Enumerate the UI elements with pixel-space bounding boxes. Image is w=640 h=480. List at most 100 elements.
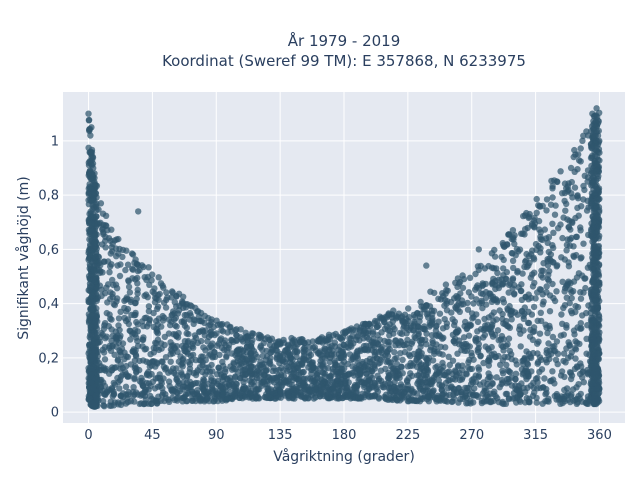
scatter-point bbox=[175, 290, 183, 297]
scatter-point bbox=[499, 281, 507, 288]
scatter-point bbox=[583, 207, 591, 214]
scatter-point bbox=[91, 254, 99, 261]
scatter-point bbox=[109, 240, 116, 247]
y-axis-title: Signifikant våghöjd (m) bbox=[15, 176, 32, 339]
scatter-point bbox=[382, 394, 390, 401]
scatter-point bbox=[454, 283, 461, 291]
scatter-point bbox=[231, 390, 238, 398]
scatter-point bbox=[373, 355, 380, 362]
scatter-point bbox=[381, 318, 388, 326]
scatter-point bbox=[576, 340, 583, 348]
scatter-point bbox=[536, 330, 544, 337]
scatter-point bbox=[504, 341, 511, 348]
scatter-point bbox=[132, 331, 139, 338]
scatter-point bbox=[580, 379, 587, 386]
scatter-point bbox=[440, 292, 447, 300]
scatter-point bbox=[367, 372, 374, 380]
scatter-point bbox=[216, 368, 223, 375]
scatter-point bbox=[115, 339, 123, 347]
scatter-point bbox=[551, 297, 559, 305]
scatter-point bbox=[340, 358, 348, 365]
scatter-point bbox=[569, 219, 576, 226]
scatter-point bbox=[275, 338, 282, 345]
scatter-point bbox=[212, 391, 219, 398]
scatter-point bbox=[589, 123, 596, 130]
scatter-point bbox=[418, 350, 425, 357]
scatter-point bbox=[546, 308, 554, 315]
scatter-point bbox=[263, 366, 270, 373]
scatter-point bbox=[319, 355, 326, 362]
scatter-point bbox=[86, 287, 93, 294]
scatter-point bbox=[255, 331, 263, 338]
scatter-point bbox=[498, 276, 505, 283]
scatter-point bbox=[577, 325, 584, 332]
scatter-point bbox=[406, 352, 414, 360]
scatter-point bbox=[110, 300, 117, 308]
scatter-point bbox=[482, 288, 490, 296]
scatter-point bbox=[558, 311, 565, 318]
scatter-point bbox=[596, 350, 603, 357]
scatter-point bbox=[156, 374, 164, 382]
scatter-point bbox=[533, 209, 540, 216]
scatter-point bbox=[580, 182, 587, 190]
scatter-point bbox=[510, 264, 517, 272]
scatter-point bbox=[375, 322, 382, 329]
scatter-point bbox=[582, 275, 589, 282]
scatter-point bbox=[464, 399, 472, 407]
scatter-point bbox=[577, 390, 584, 398]
scatter-point bbox=[207, 321, 214, 329]
scatter-point bbox=[319, 363, 326, 370]
scatter-point bbox=[288, 334, 295, 342]
scatter-point bbox=[563, 345, 570, 352]
scatter-point bbox=[544, 239, 551, 246]
scatter-point bbox=[539, 202, 546, 210]
scatter-point bbox=[455, 385, 462, 392]
scatter-point bbox=[308, 370, 315, 377]
scatter-point bbox=[564, 281, 571, 289]
scatter-point bbox=[414, 380, 421, 387]
scatter-point bbox=[559, 278, 566, 285]
scatter-point bbox=[595, 242, 602, 250]
scatter-point bbox=[138, 390, 145, 398]
scatter-point bbox=[525, 296, 532, 303]
scatter-point bbox=[199, 382, 206, 389]
scatter-point bbox=[533, 195, 540, 203]
scatter-point bbox=[92, 318, 99, 325]
scatter-point bbox=[519, 360, 527, 368]
scatter-point bbox=[414, 372, 421, 379]
scatter-point bbox=[534, 340, 541, 347]
scatter-point bbox=[545, 234, 553, 241]
scatter-point bbox=[133, 365, 140, 372]
scatter-point bbox=[414, 323, 422, 330]
scatter-point bbox=[584, 393, 592, 400]
scatter-point bbox=[110, 379, 118, 387]
scatter-point bbox=[131, 299, 139, 307]
scatter-point bbox=[515, 284, 522, 291]
scatter-point bbox=[475, 246, 482, 253]
scatter-point bbox=[595, 208, 603, 216]
scatter-point bbox=[325, 331, 333, 338]
scatter-point bbox=[506, 302, 513, 310]
y-tick-label: 0 bbox=[51, 406, 59, 421]
scatter-point bbox=[192, 379, 199, 387]
scatter-point bbox=[495, 352, 502, 360]
scatter-point bbox=[490, 317, 497, 325]
scatter-point bbox=[369, 330, 376, 337]
scatter-point bbox=[384, 353, 392, 360]
scatter-point bbox=[143, 379, 150, 387]
scatter-point bbox=[468, 349, 475, 356]
scatter-point bbox=[447, 298, 455, 306]
scatter-point bbox=[596, 157, 603, 164]
scatter-point bbox=[88, 330, 95, 337]
scatter-point bbox=[86, 149, 94, 156]
scatter-point bbox=[445, 353, 452, 360]
scatter-point bbox=[502, 400, 510, 407]
scatter-point bbox=[482, 343, 489, 350]
scatter-point bbox=[489, 380, 496, 388]
scatter-point bbox=[543, 207, 550, 214]
scatter-point bbox=[563, 247, 570, 254]
scatter-point bbox=[129, 266, 137, 273]
scatter-point bbox=[540, 267, 547, 274]
scatter-point bbox=[232, 373, 239, 380]
scatter-point bbox=[492, 392, 499, 400]
